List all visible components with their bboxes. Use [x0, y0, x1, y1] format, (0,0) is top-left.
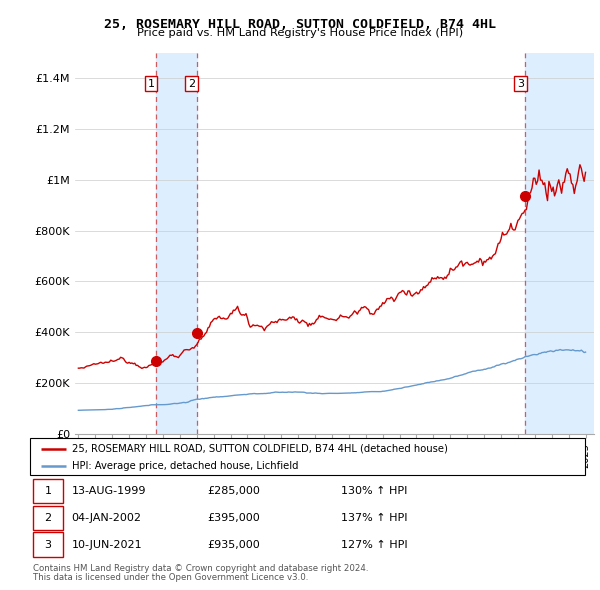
Bar: [526, 53, 594, 434]
Text: 2: 2: [44, 513, 52, 523]
Text: 1: 1: [44, 486, 52, 496]
Text: 3: 3: [517, 78, 524, 88]
Text: Contains HM Land Registry data © Crown copyright and database right 2024.: Contains HM Land Registry data © Crown c…: [33, 564, 368, 573]
Text: 2: 2: [188, 78, 195, 88]
Text: Price paid vs. HM Land Registry's House Price Index (HPI): Price paid vs. HM Land Registry's House …: [137, 28, 463, 38]
Text: £395,000: £395,000: [208, 513, 260, 523]
Text: 13-AUG-1999: 13-AUG-1999: [71, 486, 146, 496]
Bar: [157, 53, 197, 434]
Text: 137% ↑ HPI: 137% ↑ HPI: [341, 513, 407, 523]
Text: 1: 1: [148, 78, 155, 88]
Text: 10-JUN-2021: 10-JUN-2021: [71, 540, 142, 550]
Text: 3: 3: [44, 540, 52, 550]
Text: 25, ROSEMARY HILL ROAD, SUTTON COLDFIELD, B74 4HL (detached house): 25, ROSEMARY HILL ROAD, SUTTON COLDFIELD…: [71, 444, 448, 454]
Text: HPI: Average price, detached house, Lichfield: HPI: Average price, detached house, Lich…: [71, 461, 298, 471]
Bar: [33, 506, 64, 530]
Bar: [33, 532, 64, 557]
Text: £935,000: £935,000: [208, 540, 260, 550]
Bar: [33, 478, 64, 503]
Text: £285,000: £285,000: [208, 486, 260, 496]
Text: 04-JAN-2002: 04-JAN-2002: [71, 513, 142, 523]
Text: 127% ↑ HPI: 127% ↑ HPI: [341, 540, 407, 550]
Text: This data is licensed under the Open Government Licence v3.0.: This data is licensed under the Open Gov…: [33, 573, 308, 582]
Text: 130% ↑ HPI: 130% ↑ HPI: [341, 486, 407, 496]
Bar: [577, 53, 594, 434]
Text: 25, ROSEMARY HILL ROAD, SUTTON COLDFIELD, B74 4HL: 25, ROSEMARY HILL ROAD, SUTTON COLDFIELD…: [104, 18, 496, 31]
